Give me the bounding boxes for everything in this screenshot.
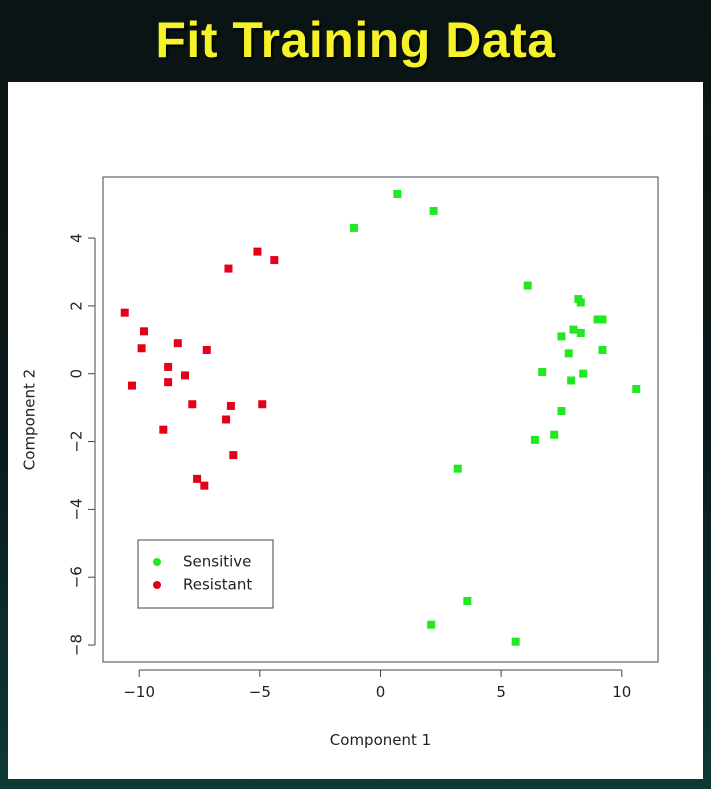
point-resistant (120, 308, 129, 317)
point-sensitive (453, 464, 462, 473)
point-resistant (127, 381, 136, 390)
point-sensitive (550, 430, 559, 439)
x-tick-label: −10 (123, 683, 155, 701)
x-axis: −10 −5 0 5 10 (123, 669, 631, 701)
y-axis: −8 −6 −4 −2 0 2 4 (68, 233, 96, 656)
point-resistant (222, 415, 231, 424)
point-sensitive (349, 223, 358, 232)
point-sensitive (463, 596, 472, 605)
x-axis-label: Component 1 (330, 731, 431, 749)
y-tick-label: −6 (68, 566, 86, 588)
point-sensitive (567, 376, 576, 385)
point-sensitive (511, 637, 520, 646)
y-tick-label: 2 (68, 301, 86, 311)
legend-label-resistant: Resistant (183, 576, 252, 594)
x-tick-label: 0 (376, 683, 386, 701)
y-tick-label: 0 (68, 369, 86, 379)
point-resistant (202, 345, 211, 354)
y-tick-label: 4 (68, 233, 86, 243)
point-resistant (159, 425, 168, 434)
y-tick-label: −4 (68, 498, 86, 520)
point-sensitive (523, 281, 532, 290)
point-resistant (200, 481, 209, 490)
legend-box (137, 539, 274, 609)
point-sensitive (557, 332, 566, 341)
point-sensitive (632, 384, 641, 393)
point-resistant (140, 327, 149, 336)
data-points (120, 189, 641, 646)
point-resistant (229, 451, 238, 460)
x-tick-label: −5 (249, 683, 271, 701)
legend-label-sensitive: Sensitive (183, 553, 251, 571)
point-sensitive (393, 189, 402, 198)
scatter-plot: −10 −5 0 5 10 −8 −6 −4 −2 0 2 4 Component 1 Compon… (21, 176, 659, 749)
point-resistant (164, 378, 173, 387)
legend: Sensitive Resistant (137, 539, 274, 609)
plot-frame (102, 176, 659, 663)
point-sensitive (576, 298, 585, 307)
point-sensitive (579, 369, 588, 378)
point-resistant (164, 362, 173, 371)
x-tick-label: 5 (496, 683, 506, 701)
x-tick-label: 10 (612, 683, 631, 701)
point-resistant (137, 344, 146, 353)
point-sensitive (429, 206, 438, 215)
point-sensitive (427, 620, 436, 629)
point-sensitive (538, 368, 547, 377)
point-resistant (173, 339, 182, 348)
point-sensitive (530, 435, 539, 444)
point-resistant (258, 400, 267, 409)
point-sensitive (598, 345, 607, 354)
point-resistant (188, 400, 197, 409)
point-resistant (181, 371, 190, 380)
point-sensitive (598, 315, 607, 324)
point-sensitive (593, 315, 602, 324)
point-sensitive (569, 325, 578, 334)
legend-marker-sensitive (153, 558, 161, 566)
point-resistant (193, 474, 202, 483)
point-sensitive (564, 349, 573, 358)
point-sensitive (557, 407, 566, 416)
point-resistant (224, 264, 233, 273)
y-tick-label: −2 (68, 430, 86, 452)
point-resistant (270, 256, 279, 265)
slide-title: Fit Training Data (155, 12, 556, 68)
y-tick-label: −8 (68, 634, 86, 656)
legend-marker-resistant (153, 581, 161, 589)
y-axis-label: Component 2 (21, 369, 39, 470)
point-sensitive (576, 329, 585, 338)
point-resistant (253, 247, 262, 256)
chart-panel: −10 −5 0 5 10 −8 −6 −4 −2 0 2 4 Component 1 Compon… (8, 82, 703, 779)
point-resistant (226, 401, 235, 410)
